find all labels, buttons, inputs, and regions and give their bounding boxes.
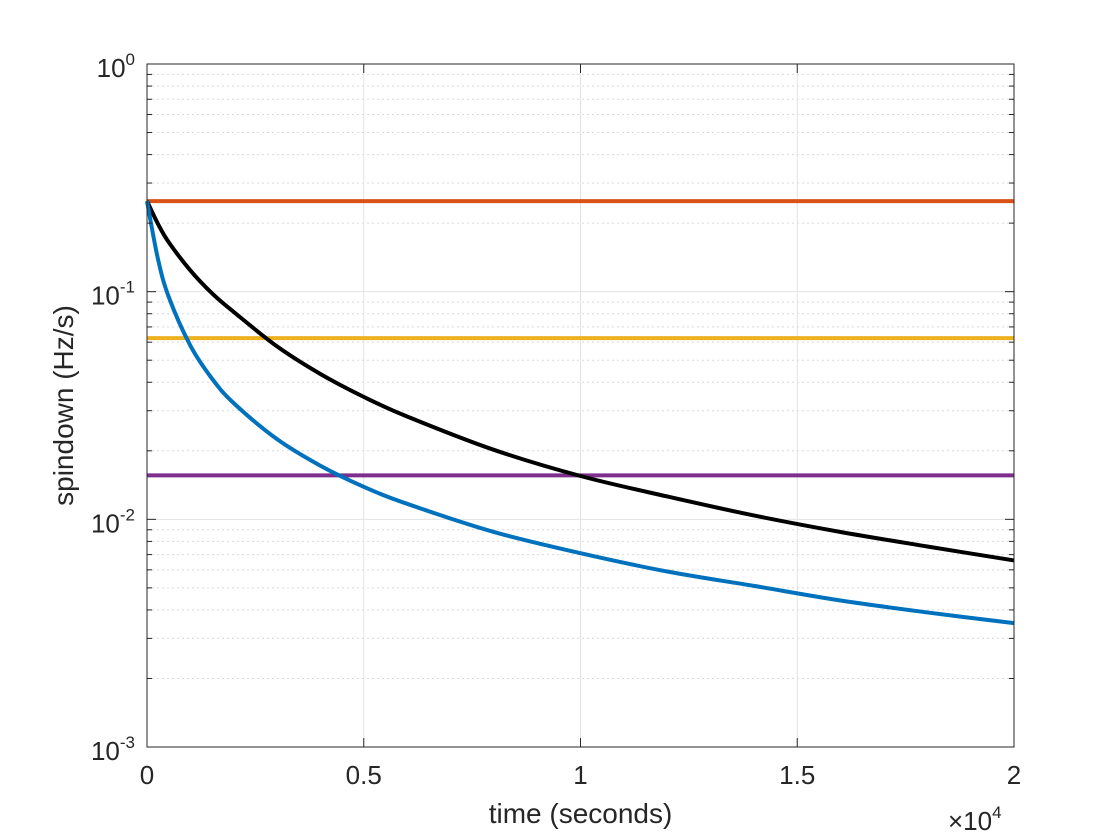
data-series — [145, 199, 1015, 626]
series-blue-curve — [145, 200, 1015, 626]
x-axis-label: time (seconds) — [489, 798, 673, 829]
y-tick-label: 10-3 — [91, 733, 135, 766]
x-tick-label: 1.5 — [779, 760, 815, 790]
y-tick-exponent: -1 — [120, 278, 135, 297]
y-tick-exponent: -2 — [120, 505, 135, 524]
y-tick-base: 10 — [91, 736, 120, 766]
y-tick-exponent: -3 — [120, 733, 135, 752]
y-tick-base: 10 — [91, 281, 120, 311]
y-tick-exponent: 0 — [126, 50, 135, 69]
x-tick-label: 0 — [140, 760, 154, 790]
x-multiplier-prefix: ×10 — [948, 806, 992, 836]
y-tick-base: 10 — [97, 53, 126, 83]
x-multiplier-exponent: 4 — [992, 803, 1001, 822]
y-tick-label: 10-1 — [91, 278, 135, 311]
x-tick-label: 0.5 — [346, 760, 382, 790]
y-tick-base: 10 — [91, 508, 120, 538]
x-tick-label: 2 — [1007, 760, 1021, 790]
x-tick-label: 1 — [573, 760, 587, 790]
y-tick-label: 10-2 — [91, 505, 135, 538]
x-axis-multiplier: ×104 — [948, 803, 1002, 836]
axis-ticks — [146, 63, 1015, 748]
y-tick-label: 100 — [97, 50, 135, 83]
series-black-curve — [145, 200, 1015, 563]
y-axis-label: spindown (Hz/s) — [48, 305, 79, 506]
